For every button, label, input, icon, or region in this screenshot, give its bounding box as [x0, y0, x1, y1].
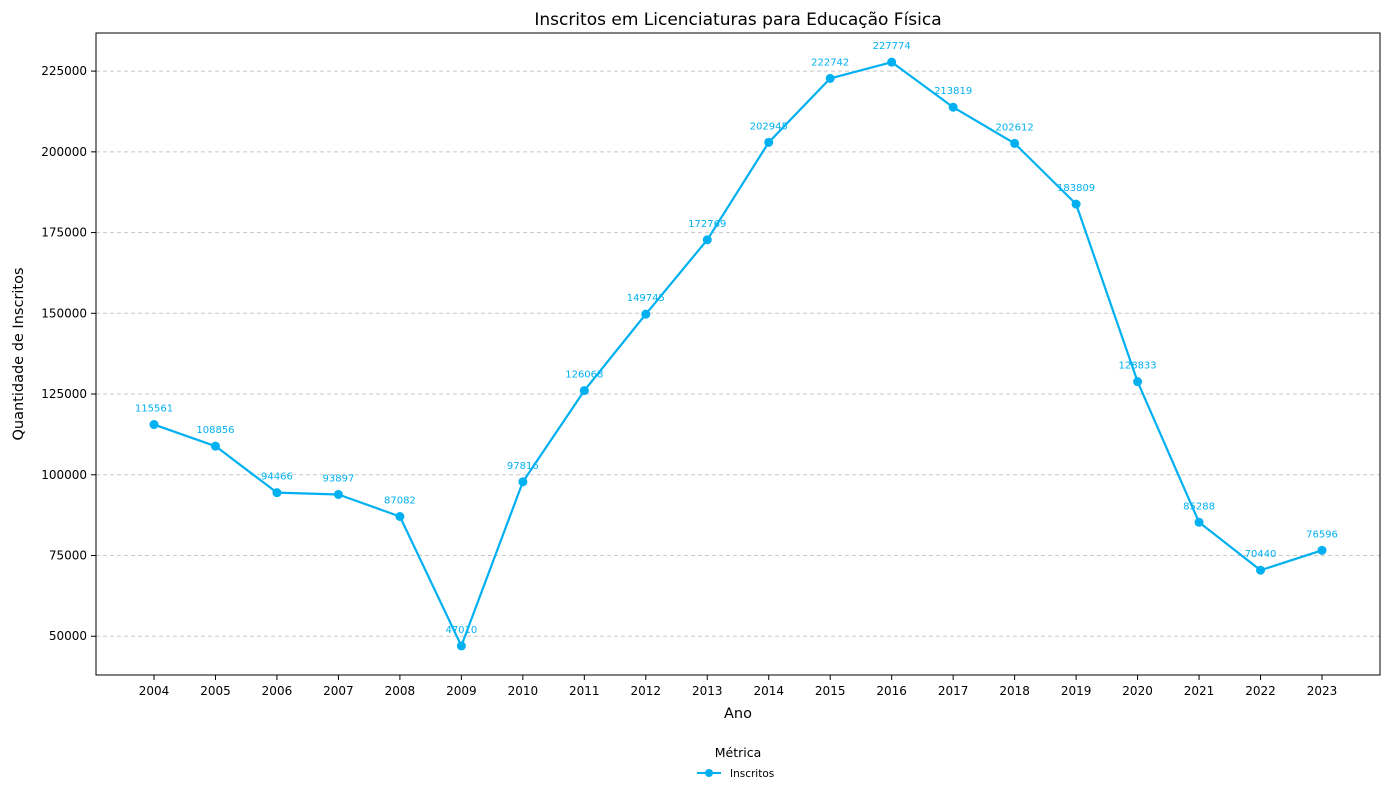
data-label: 47010	[445, 625, 477, 636]
series-line	[153, 61, 1323, 648]
data-label: 213819	[934, 86, 972, 97]
x-tick-label: 2008	[385, 684, 416, 698]
y-tick-label: 100000	[41, 468, 87, 482]
data-point	[887, 57, 897, 67]
y-tick-label: 50000	[49, 629, 87, 643]
data-label: 126068	[565, 370, 603, 381]
legend-title: Métrica	[715, 745, 762, 760]
data-label: 93897	[323, 473, 355, 484]
data-label: 76596	[1306, 529, 1338, 540]
x-tick-label: 2020	[1122, 684, 1153, 698]
legend: Métrica Inscritos	[697, 745, 774, 780]
x-tick-label: 2005	[200, 684, 231, 698]
x-tick-label: 2019	[1061, 684, 1092, 698]
y-tick-label: 125000	[41, 387, 87, 401]
data-label: 128833	[1118, 361, 1156, 372]
data-label: 70440	[1245, 549, 1277, 560]
data-point	[518, 477, 528, 487]
data-labels: 115561 108856 94466 93897 87082 47010 97816 126…	[135, 41, 1338, 636]
data-point	[579, 386, 589, 396]
x-tick-label: 2015	[815, 684, 846, 698]
x-tick-label: 2010	[508, 684, 539, 698]
data-point	[948, 102, 958, 112]
data-point	[825, 73, 835, 83]
data-point	[1317, 545, 1327, 555]
x-axis: 2004 2005 2006 2007 2008 2009 2010 2011 2012 2013…	[139, 675, 1338, 698]
data-label: 108856	[196, 425, 234, 436]
x-tick-label: 2018	[999, 684, 1030, 698]
y-axis-label: Quantidade de Inscritos	[11, 267, 27, 440]
data-point	[641, 309, 651, 319]
data-point	[1194, 517, 1204, 527]
data-label: 115561	[135, 404, 173, 415]
x-tick-label: 2007	[323, 684, 354, 698]
data-label: 222742	[811, 57, 849, 68]
data-point	[210, 441, 220, 451]
x-tick-label: 2014	[753, 684, 784, 698]
y-tick-label: 150000	[41, 306, 87, 320]
data-point	[702, 235, 712, 245]
data-point	[1133, 377, 1143, 387]
x-axis-label: Ano	[724, 706, 752, 722]
x-tick-label: 2012	[631, 684, 662, 698]
x-tick-label: 2013	[692, 684, 723, 698]
x-tick-label: 2016	[876, 684, 907, 698]
data-label: 202612	[996, 122, 1034, 133]
x-tick-label: 2011	[569, 684, 600, 698]
y-axis: 50000 75000 100000 125000 150000 175000 200000…	[41, 64, 96, 643]
x-tick-label: 2004	[139, 684, 170, 698]
chart-title: Inscritos em Licenciaturas para Educação…	[534, 10, 941, 30]
y-tick-label: 200000	[41, 145, 87, 159]
legend-item-label: Inscritos	[730, 768, 774, 780]
x-tick-label: 2006	[262, 684, 293, 698]
data-label: 227774	[873, 41, 911, 52]
data-label: 149745	[627, 293, 665, 304]
x-tick-label: 2017	[938, 684, 969, 698]
data-label: 202945	[750, 121, 788, 132]
data-point	[333, 489, 343, 499]
series-inscritos	[149, 57, 1327, 651]
x-tick-label: 2022	[1245, 684, 1276, 698]
gridlines	[96, 70, 1380, 637]
x-tick-label: 2009	[446, 684, 477, 698]
data-point	[149, 420, 159, 430]
y-tick-label: 225000	[41, 64, 87, 78]
data-point	[272, 488, 282, 498]
data-point	[1071, 199, 1081, 209]
data-point	[395, 511, 405, 521]
data-label: 94466	[261, 472, 293, 483]
y-tick-label: 75000	[49, 549, 87, 563]
data-label: 172769	[688, 219, 726, 230]
data-point	[1256, 565, 1266, 575]
data-label: 87082	[384, 495, 416, 506]
data-label: 97816	[507, 461, 539, 472]
data-label: 85288	[1183, 501, 1215, 512]
data-point	[456, 641, 466, 651]
x-tick-label: 2021	[1184, 684, 1215, 698]
y-tick-label: 175000	[41, 226, 87, 240]
data-point	[1010, 138, 1020, 148]
data-label: 183809	[1057, 183, 1095, 194]
x-tick-label: 2023	[1307, 684, 1338, 698]
plot-area	[95, 32, 1381, 676]
data-point	[764, 137, 774, 147]
legend-marker-swatch	[705, 769, 713, 777]
